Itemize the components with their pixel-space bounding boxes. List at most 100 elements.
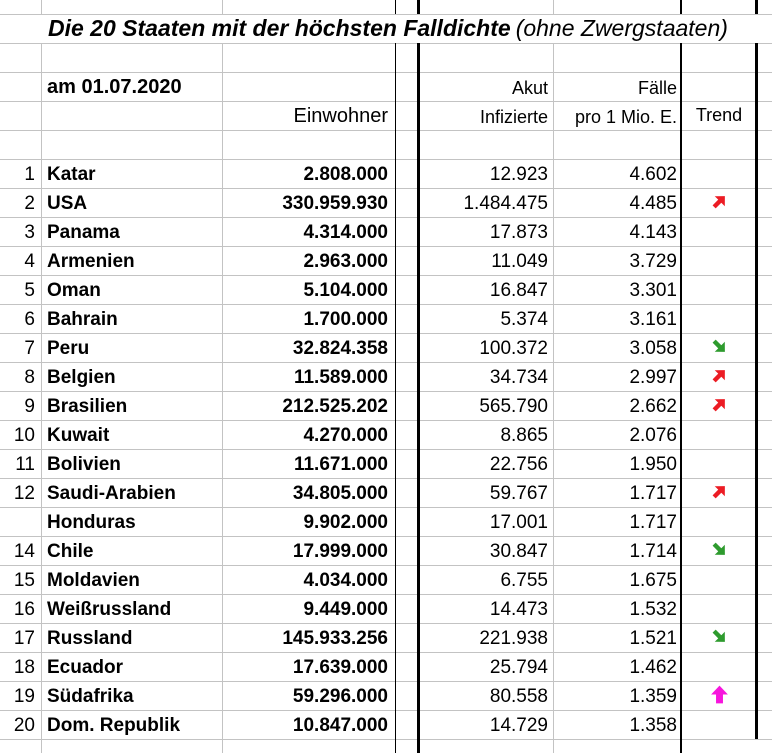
- einwohner-cell[interactable]: 212.525.202: [282, 396, 388, 417]
- country-cell[interactable]: Katar: [47, 164, 96, 185]
- akut-infizierte-cell[interactable]: 16.847: [489, 280, 548, 301]
- trend-cell[interactable]: [681, 304, 757, 333]
- einwohner-cell[interactable]: 330.959.930: [282, 193, 388, 214]
- rank-cell[interactable]: 8: [24, 367, 35, 388]
- einwohner-cell[interactable]: 145.933.256: [282, 628, 388, 649]
- country-cell[interactable]: Ecuador: [47, 657, 124, 678]
- trend-cell[interactable]: [681, 565, 757, 594]
- faelle-pro-mio-cell[interactable]: 2.997: [629, 367, 677, 388]
- einwohner-cell[interactable]: 4.270.000: [303, 425, 388, 446]
- akut-infizierte-cell[interactable]: 25.794: [489, 657, 548, 678]
- akut-infizierte-cell[interactable]: 6.755: [500, 570, 548, 591]
- header-faelle-line1[interactable]: Fälle: [637, 78, 677, 98]
- einwohner-cell[interactable]: 17.639.000: [292, 657, 388, 678]
- empty-cell[interactable]: [0, 72, 41, 101]
- akut-infizierte-cell[interactable]: 221.938: [479, 628, 548, 649]
- country-cell[interactable]: USA: [47, 193, 88, 214]
- country-cell[interactable]: Panama: [47, 222, 120, 243]
- country-cell[interactable]: Brasilien: [47, 396, 128, 417]
- faelle-pro-mio-cell[interactable]: 4.143: [629, 222, 677, 243]
- akut-infizierte-cell[interactable]: 34.734: [489, 367, 548, 388]
- trend-cell[interactable]: [681, 478, 757, 507]
- akut-infizierte-cell[interactable]: 17.873: [489, 222, 548, 243]
- rank-cell[interactable]: 20: [13, 715, 35, 736]
- header-einwohner[interactable]: Einwohner: [293, 105, 388, 127]
- faelle-pro-mio-cell[interactable]: 3.161: [629, 309, 677, 330]
- country-cell[interactable]: Honduras: [47, 512, 136, 533]
- rank-cell[interactable]: 10: [13, 425, 35, 446]
- einwohner-cell[interactable]: 5.104.000: [303, 280, 388, 301]
- akut-infizierte-cell[interactable]: 30.847: [489, 541, 548, 562]
- akut-infizierte-cell[interactable]: 100.372: [479, 338, 548, 359]
- header-akut-line1[interactable]: Akut: [511, 78, 548, 98]
- rank-cell[interactable]: 1: [24, 164, 35, 185]
- einwohner-cell[interactable]: 59.296.000: [292, 686, 388, 707]
- einwohner-cell[interactable]: 10.847.000: [292, 715, 388, 736]
- trend-cell[interactable]: [681, 623, 757, 652]
- faelle-pro-mio-cell[interactable]: 4.485: [629, 193, 677, 214]
- empty-cell[interactable]: [0, 101, 41, 130]
- faelle-pro-mio-cell[interactable]: 1.717: [629, 512, 677, 533]
- country-cell[interactable]: Dom. Republik: [47, 715, 181, 736]
- rank-cell[interactable]: 7: [24, 338, 35, 359]
- rank-cell[interactable]: 4: [24, 251, 35, 272]
- country-cell[interactable]: Bahrain: [47, 309, 118, 330]
- trend-cell[interactable]: [681, 246, 757, 275]
- akut-infizierte-cell[interactable]: 22.756: [489, 454, 548, 475]
- faelle-pro-mio-cell[interactable]: 3.058: [629, 338, 677, 359]
- rank-cell[interactable]: 5: [24, 280, 35, 301]
- trend-cell[interactable]: [681, 333, 757, 362]
- empty-cell[interactable]: [681, 72, 757, 101]
- akut-infizierte-cell[interactable]: 14.473: [489, 599, 548, 620]
- country-cell[interactable]: Südafrika: [47, 686, 134, 707]
- faelle-pro-mio-cell[interactable]: 1.717: [629, 483, 677, 504]
- trend-cell[interactable]: [681, 159, 757, 188]
- faelle-pro-mio-cell[interactable]: 2.662: [629, 396, 677, 417]
- rank-cell[interactable]: 15: [13, 570, 35, 591]
- trend-cell[interactable]: [681, 362, 757, 391]
- rank-cell[interactable]: 17: [13, 628, 35, 649]
- header-trend[interactable]: Trend: [695, 104, 743, 125]
- trend-cell[interactable]: [681, 710, 757, 739]
- faelle-pro-mio-cell[interactable]: 1.532: [629, 599, 677, 620]
- einwohner-cell[interactable]: 9.449.000: [303, 599, 388, 620]
- faelle-pro-mio-cell[interactable]: 1.675: [629, 570, 677, 591]
- country-cell[interactable]: Belgien: [47, 367, 116, 388]
- trend-cell[interactable]: [681, 507, 757, 536]
- empty-cell[interactable]: [222, 72, 395, 101]
- akut-infizierte-cell[interactable]: 59.767: [489, 483, 548, 504]
- trend-cell[interactable]: [681, 391, 757, 420]
- faelle-pro-mio-cell[interactable]: 1.714: [629, 541, 677, 562]
- country-cell[interactable]: Saudi-Arabien: [47, 483, 176, 504]
- rank-cell[interactable]: 3: [24, 222, 35, 243]
- einwohner-cell[interactable]: 17.999.000: [292, 541, 388, 562]
- rank-cell[interactable]: 9: [24, 396, 35, 417]
- date-label[interactable]: am 01.07.2020: [47, 76, 182, 98]
- akut-infizierte-cell[interactable]: 80.558: [489, 686, 548, 707]
- trend-cell[interactable]: [681, 449, 757, 478]
- rank-cell[interactable]: 18: [13, 657, 35, 678]
- country-cell[interactable]: Oman: [47, 280, 101, 301]
- header-infizierte[interactable]: Infizierte: [479, 107, 548, 127]
- faelle-pro-mio-cell[interactable]: 1.358: [629, 715, 677, 736]
- einwohner-cell[interactable]: 9.902.000: [303, 512, 388, 533]
- einwohner-cell[interactable]: 4.034.000: [303, 570, 388, 591]
- country-cell[interactable]: Peru: [47, 338, 90, 359]
- country-cell[interactable]: Russland: [47, 628, 133, 649]
- country-cell[interactable]: Bolivien: [47, 454, 121, 475]
- einwohner-cell[interactable]: 4.314.000: [303, 222, 388, 243]
- trend-cell[interactable]: [681, 536, 757, 565]
- rank-cell[interactable]: 16: [13, 599, 35, 620]
- einwohner-cell[interactable]: 11.589.000: [293, 367, 388, 388]
- country-cell[interactable]: Weißrussland: [47, 599, 172, 620]
- einwohner-cell[interactable]: 34.805.000: [292, 483, 388, 504]
- faelle-pro-mio-cell[interactable]: 1.462: [629, 657, 677, 678]
- country-cell[interactable]: Kuwait: [47, 425, 110, 446]
- faelle-pro-mio-cell[interactable]: 1.521: [629, 628, 677, 649]
- akut-infizierte-cell[interactable]: 17.001: [489, 512, 548, 533]
- akut-infizierte-cell[interactable]: 5.374: [500, 309, 548, 330]
- trend-cell[interactable]: [681, 652, 757, 681]
- rank-cell[interactable]: [0, 507, 41, 536]
- empty-cell[interactable]: [41, 101, 222, 130]
- einwohner-cell[interactable]: 2.808.000: [303, 164, 388, 185]
